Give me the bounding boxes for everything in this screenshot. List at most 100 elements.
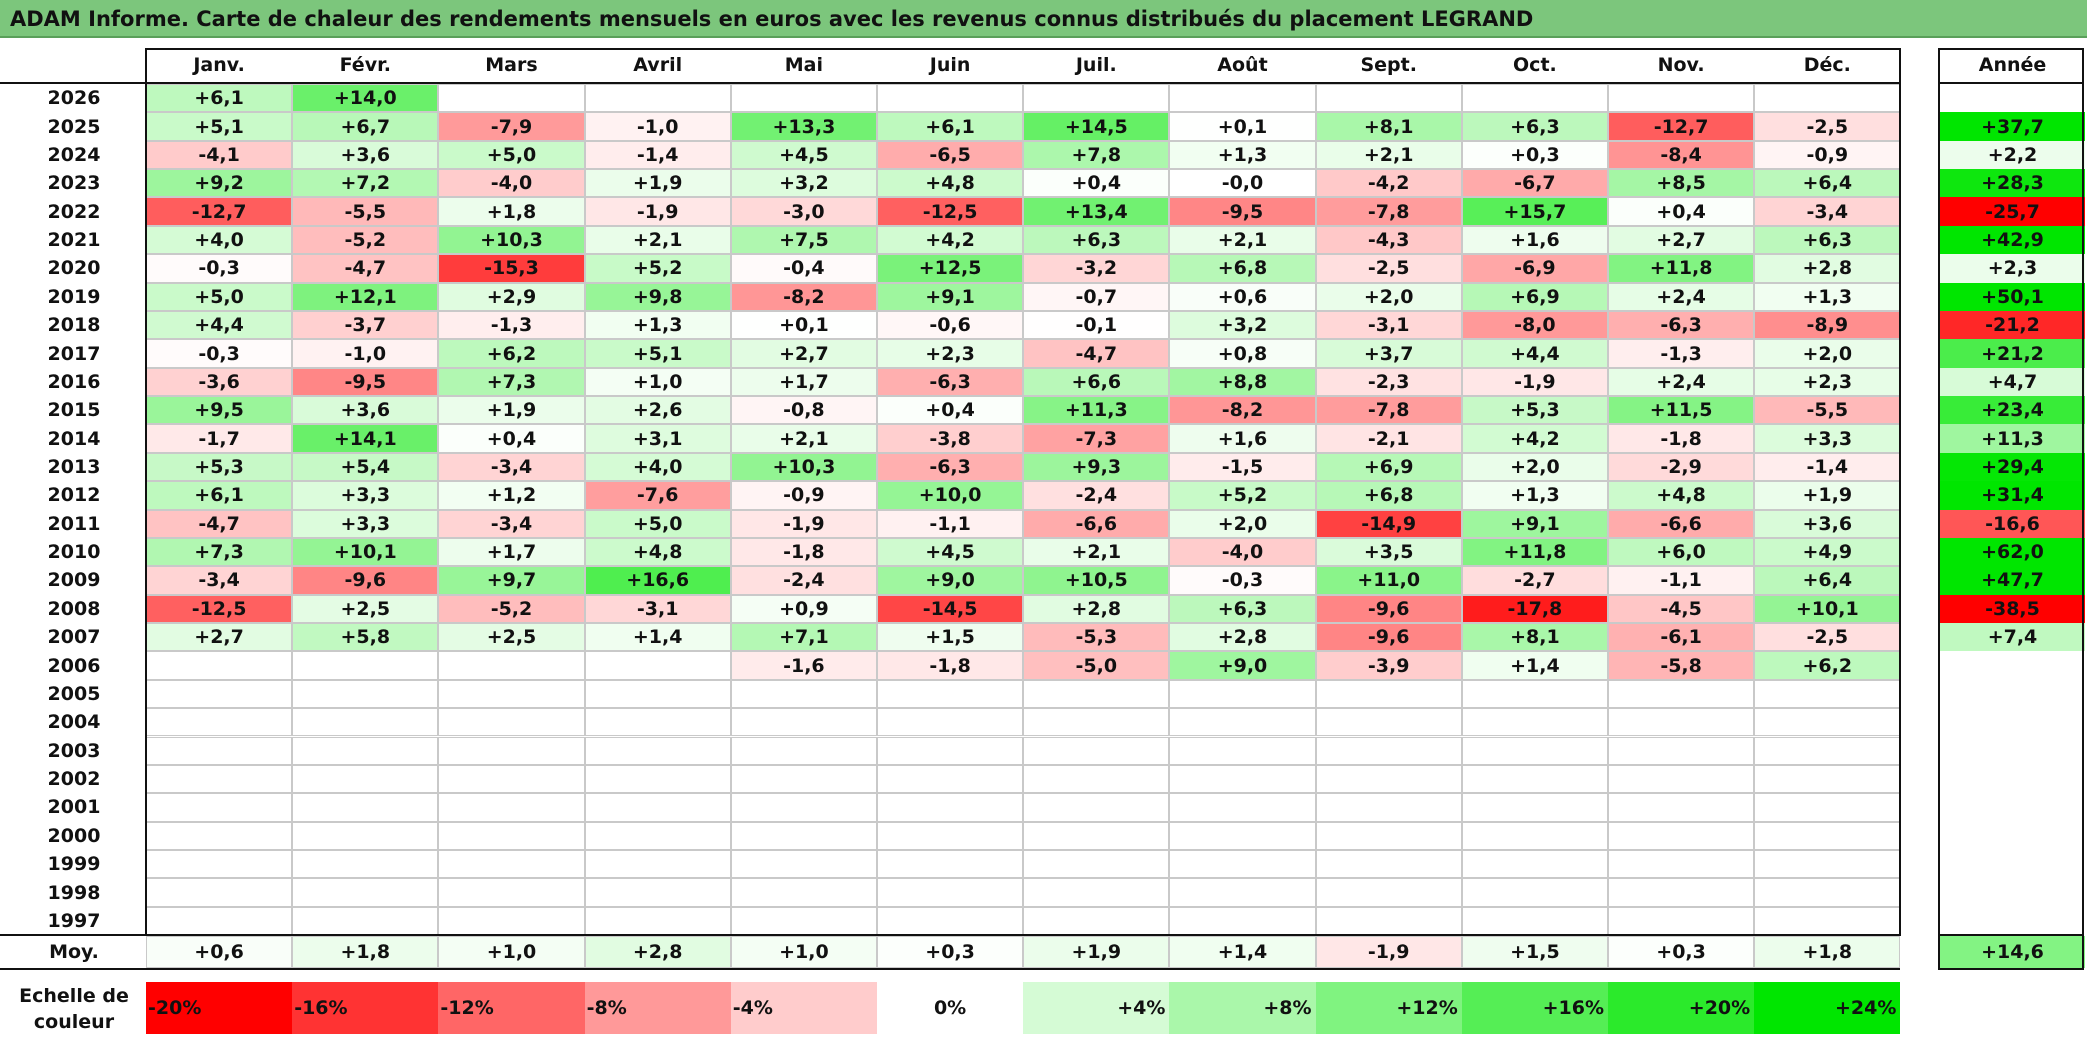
heatmap-cell: [1608, 84, 1755, 113]
annual-cell: -25,7: [1940, 197, 2085, 226]
heatmap-cell: +7,3: [146, 537, 293, 567]
heatmap-cell: -5,5: [1754, 396, 1901, 425]
heatmap-cell: +3,2: [1169, 310, 1316, 340]
heatmap-cell: +5,2: [584, 254, 731, 283]
heatmap-cell: [1315, 849, 1462, 879]
heatmap-cell: [146, 651, 293, 680]
heatmap-cell: [1169, 849, 1316, 879]
heatmap-cell: [146, 906, 293, 936]
month-header: Oct.: [1461, 48, 1608, 82]
month-header: Nov.: [1608, 48, 1755, 82]
heatmap-cell: +15,7: [1461, 197, 1608, 226]
heatmap-cell: +1,7: [730, 367, 877, 397]
heatmap-cell: +1,9: [438, 396, 585, 425]
year-label: 2013: [47, 455, 101, 478]
heatmap-cell: +2,0: [1461, 452, 1608, 482]
heatmap-cell: +0,3: [1461, 140, 1608, 170]
heatmap-cell: [292, 849, 439, 879]
heatmap-cell: +3,3: [1754, 424, 1901, 453]
heatmap-cell: +4,8: [877, 169, 1024, 198]
year-label: 2003: [47, 739, 101, 762]
annual-cell: +23,4: [1940, 396, 2085, 425]
month-header: Déc.: [1754, 48, 1901, 82]
year-label: 2025: [47, 115, 101, 138]
heatmap-cell: [877, 906, 1024, 936]
heatmap-cell: [146, 679, 293, 709]
heatmap-cell: [292, 651, 439, 680]
heatmap-cell: -0,3: [146, 254, 293, 283]
heatmap-cell: [1023, 84, 1170, 113]
heatmap-cell: [1608, 821, 1755, 850]
heatmap-cell: [584, 906, 731, 936]
heatmap-cell: +7,2: [292, 169, 439, 198]
heatmap-cell: +2,8: [1169, 623, 1316, 652]
heatmap-cell: +3,5: [1315, 537, 1462, 567]
heatmap-cell: -3,8: [877, 424, 1024, 453]
heatmap-cell: [1315, 764, 1462, 794]
color-scale-step: +8%: [1169, 982, 1316, 1034]
average-cell: -1,9: [1315, 936, 1462, 968]
annual-cell: [1940, 849, 2085, 879]
heatmap-cell: [1461, 764, 1608, 794]
heatmap-cell: -9,6: [292, 566, 439, 595]
heatmap-cell: +3,3: [292, 481, 439, 510]
annual-cell: +2,2: [1940, 140, 2085, 170]
month-header: Mars: [438, 48, 585, 82]
heatmap-cell: [1023, 736, 1170, 765]
heatmap-cell: [292, 708, 439, 737]
heatmap-cell: +2,0: [1315, 282, 1462, 311]
heatmap-cell: -1,1: [1608, 566, 1755, 595]
average-rule-bottom: [0, 968, 1901, 970]
heatmap-cell: [1023, 906, 1170, 936]
heatmap-cell: +3,1: [584, 424, 731, 453]
heatmap-cell: [877, 84, 1024, 113]
color-scale-step: 0%: [877, 982, 1024, 1034]
heatmap-cell: -2,4: [1023, 481, 1170, 510]
heatmap-cell: -9,6: [1315, 594, 1462, 624]
heatmap-cell: +2,0: [1754, 339, 1901, 368]
heatmap-cell: +2,1: [1023, 537, 1170, 567]
heatmap-cell: -4,0: [1169, 537, 1316, 567]
heatmap-cell: [1315, 906, 1462, 936]
heatmap-cell: +9,1: [1461, 509, 1608, 538]
heatmap-cell: -0,9: [1754, 140, 1901, 170]
heatmap-cell: -2,5: [1754, 623, 1901, 652]
heatmap-cell: -0,4: [730, 254, 877, 283]
heatmap-cell: [1608, 679, 1755, 709]
heatmap-cell: +0,4: [1023, 169, 1170, 198]
average-cell: +0,3: [1608, 936, 1755, 968]
year-label: 2021: [47, 229, 101, 252]
heatmap-cell: [292, 906, 439, 936]
heatmap-cell: -1,1: [877, 509, 1024, 538]
heatmap-cell: -1,7: [146, 424, 293, 453]
heatmap-cell: +11,3: [1023, 396, 1170, 425]
year-label: 1998: [47, 881, 101, 904]
color-scale-step: +24%: [1754, 982, 1901, 1034]
heatmap-cell: -2,3: [1315, 367, 1462, 397]
heatmap-cell: +3,7: [1315, 339, 1462, 368]
heatmap-cell: -0,8: [730, 396, 877, 425]
heatmap-cell: -1,5: [1169, 452, 1316, 482]
average-cell: +2,8: [584, 936, 731, 968]
heatmap-cell: -15,3: [438, 254, 585, 283]
heatmap-cell: -3,1: [584, 594, 731, 624]
average-cell: +1,0: [438, 936, 585, 968]
average-label: Moy.: [49, 941, 99, 963]
year-label: 2006: [47, 654, 101, 677]
heatmap-cell: [1315, 736, 1462, 765]
color-scale-step: +20%: [1608, 982, 1755, 1034]
heatmap-cell: -7,8: [1315, 396, 1462, 425]
heatmap-cell: [584, 679, 731, 709]
heatmap-cell: -3,9: [1315, 651, 1462, 680]
heatmap-cell: [730, 84, 877, 113]
heatmap-cell: -6,6: [1608, 509, 1755, 538]
heatmap-cell: -3,7: [292, 310, 439, 340]
heatmap-cell: -7,3: [1023, 424, 1170, 453]
heatmap-cell: +9,2: [146, 169, 293, 198]
heatmap-cell: [1315, 793, 1462, 822]
heatmap-cell: [1754, 821, 1901, 850]
heatmap-cell: -3,1: [1315, 310, 1462, 340]
heatmap-cell: -0,7: [1023, 282, 1170, 311]
heatmap-cell: +6,9: [1315, 452, 1462, 482]
annual-cell: +50,1: [1940, 282, 2085, 311]
